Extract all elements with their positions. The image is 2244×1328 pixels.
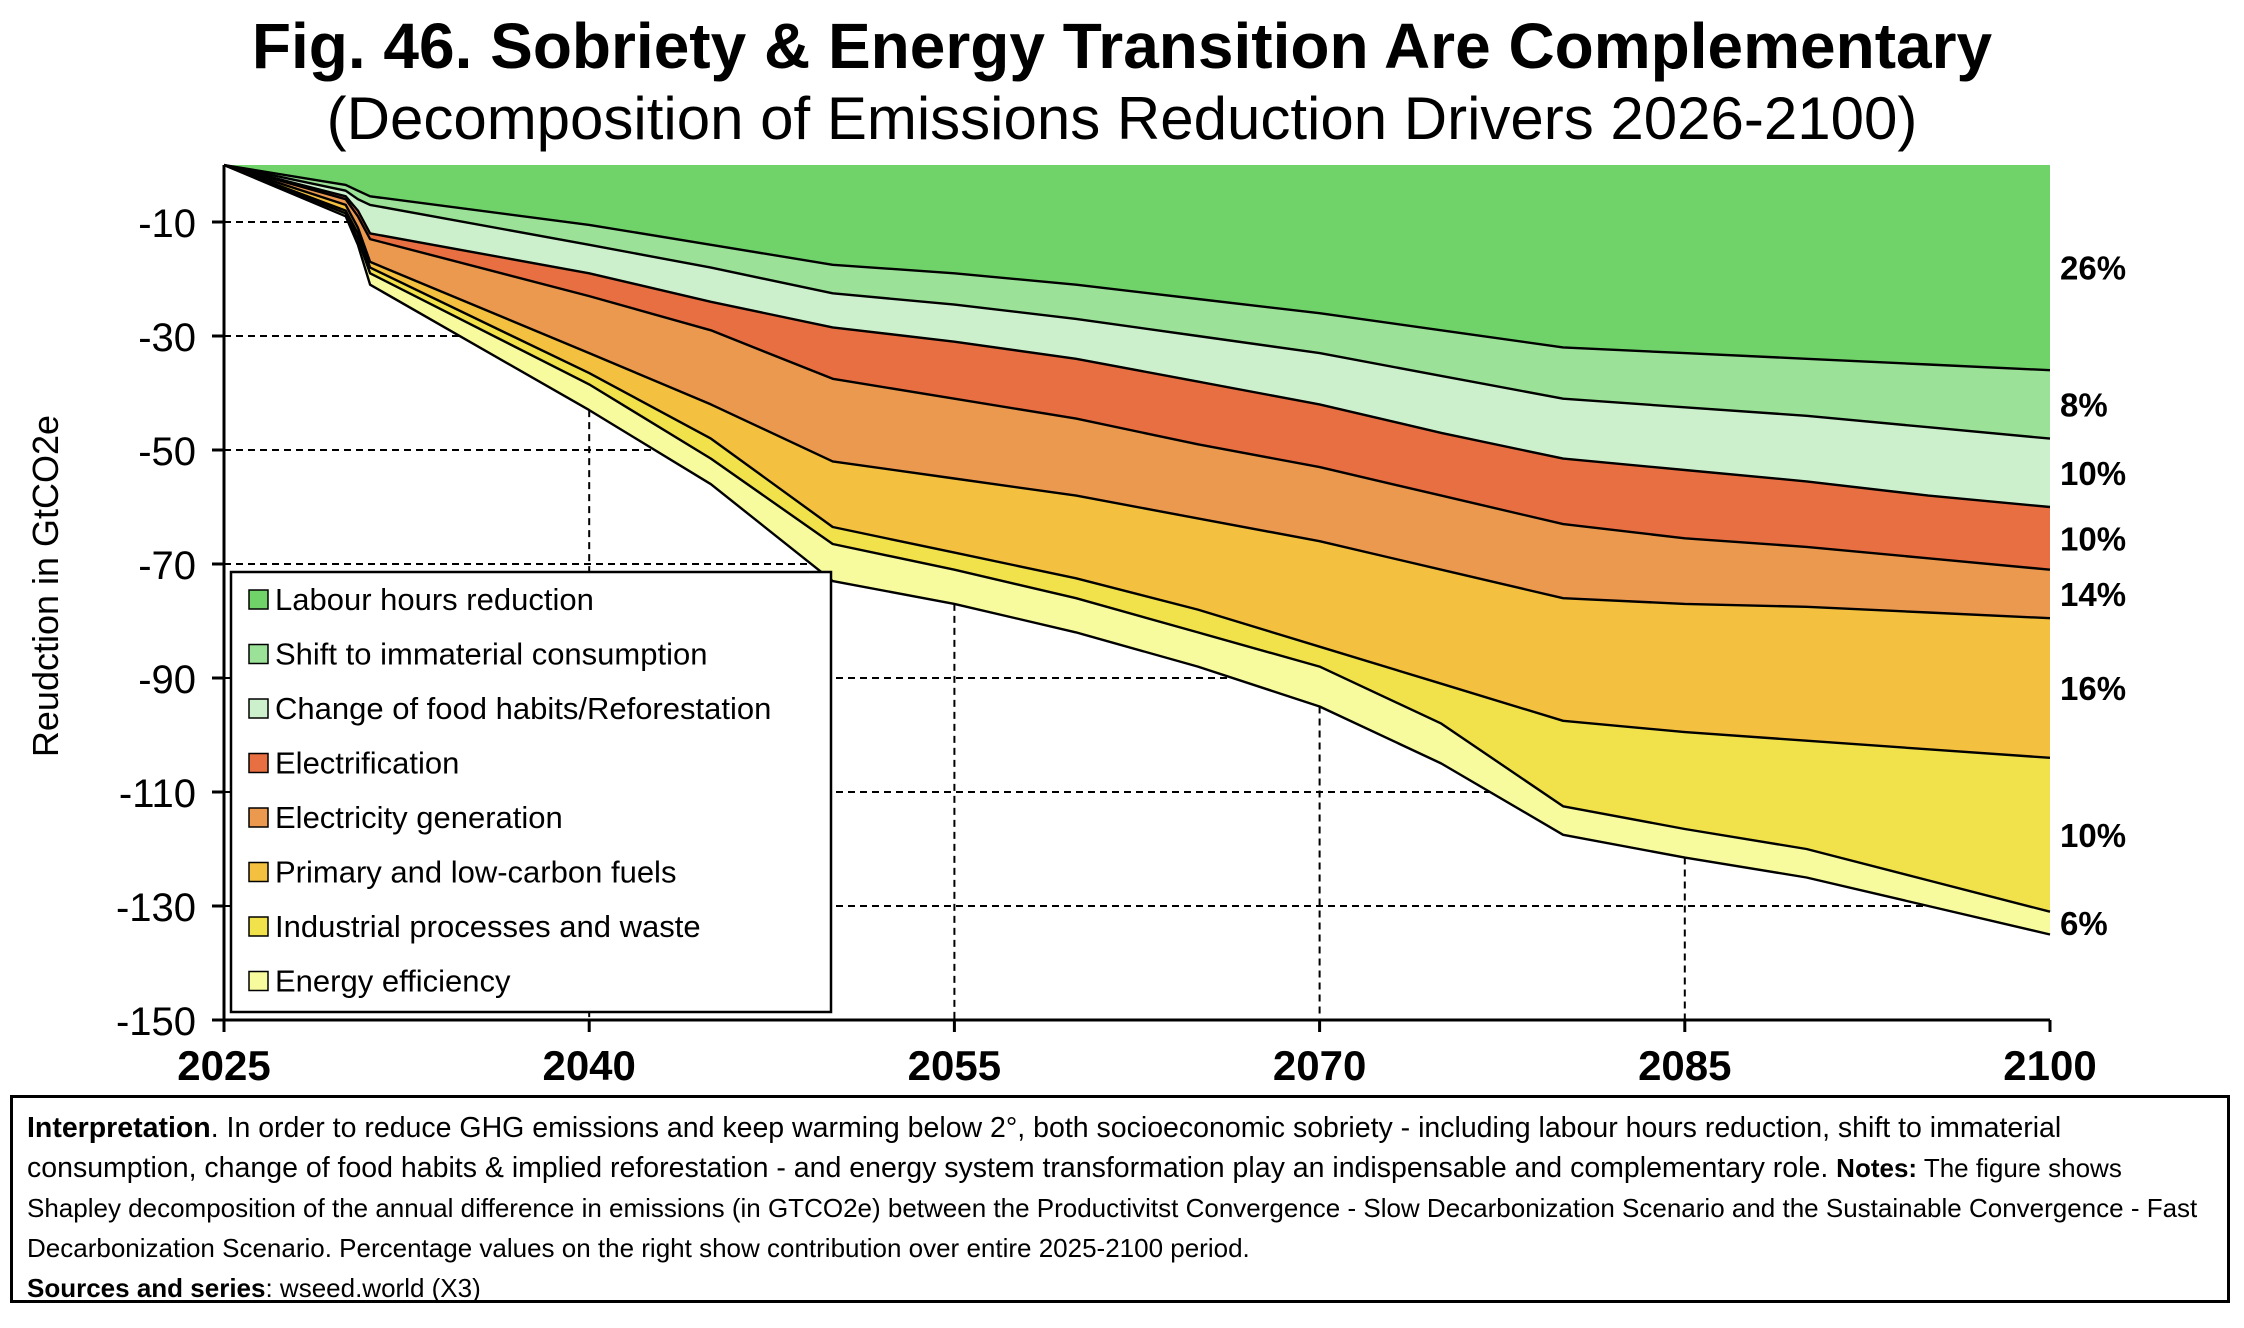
axes xyxy=(212,165,2052,1032)
boundary-line-2 xyxy=(223,163,2051,440)
sources-lead: Sources and series xyxy=(27,1273,266,1303)
boundary-line-4 xyxy=(223,163,2051,571)
area-series-2 xyxy=(224,165,2050,439)
x-tick-label-6: 2100 xyxy=(2003,1042,2096,1089)
boundary-line-8 xyxy=(223,163,2051,936)
y-tick-label-8: -150 xyxy=(116,1000,196,1044)
legend-label-4: Electrification xyxy=(275,746,459,781)
legend-label-8: Energy efficiency xyxy=(275,964,511,999)
chart-title: Fig. 46. Sobriety & Energy Transition Ar… xyxy=(251,10,1993,82)
boundary-line-5 xyxy=(223,163,2051,620)
interpretation-text: . In order to reduce GHG emissions and k… xyxy=(27,1112,2062,1184)
y-tick-label-2: -30 xyxy=(138,316,196,360)
legend-label-3: Change of food habits/Reforestation xyxy=(275,691,771,726)
y-tick-label-6: -110 xyxy=(119,772,196,816)
area-series-5 xyxy=(224,165,2050,619)
legend-label-1: Labour hours reduction xyxy=(275,582,594,617)
legend-swatch-5 xyxy=(248,807,269,828)
share-label-4: 10% xyxy=(2060,520,2126,557)
y-tick-label-4: -70 xyxy=(138,544,196,588)
legend-label-5: Electricity generation xyxy=(275,800,563,835)
share-label-6: 16% xyxy=(2060,670,2126,707)
legend-label-6: Primary and low-carbon fuels xyxy=(275,855,676,890)
share-label-2: 8% xyxy=(2060,386,2108,423)
legend-box xyxy=(229,570,833,1014)
notes-lead: Notes: xyxy=(1836,1153,1918,1183)
legend-swatch-7 xyxy=(248,916,269,937)
x-tick-labels: 2025 2040 2055 2070 2085 2100 xyxy=(177,1042,2096,1089)
y-tick-label-5: -90 xyxy=(138,658,196,702)
area-series-1 xyxy=(224,165,2050,371)
y-tick-labels: -10 -30 -50 -70 -90 -110 -130 -150 xyxy=(116,202,196,1044)
x-tick-label-2: 2040 xyxy=(542,1042,635,1089)
y-tick-label-1: -10 xyxy=(138,202,196,246)
series-boundaries xyxy=(223,163,2051,936)
y-tick-label-7: -130 xyxy=(116,886,196,930)
y-tick-label-3: -50 xyxy=(138,430,196,474)
legend-swatch-3 xyxy=(248,698,269,719)
legend-label-7: Industrial processes and waste xyxy=(275,909,701,944)
share-label-1: 26% xyxy=(2060,250,2126,287)
stacked-areas xyxy=(224,165,2050,935)
x-tick-label-3: 2055 xyxy=(908,1042,1001,1089)
legend-swatch-8 xyxy=(248,970,269,992)
share-labels: 26% 8% 10% 10% 14% 16% 10% 6% xyxy=(2060,250,2126,942)
chart: -10 -30 -50 -70 -90 -110 -130 -150 2025 2040 2055… xyxy=(25,163,2126,1089)
share-label-7: 10% xyxy=(2060,817,2126,854)
boundary-line-7 xyxy=(223,163,2051,913)
notes-text: The figure shows Shapley decomposition o… xyxy=(27,1153,2198,1263)
x-tick-label-4: 2070 xyxy=(1273,1042,1366,1089)
interpretation-box: Interpretation. In order to reduce GHG e… xyxy=(10,1095,2230,1303)
interpretation-lead: Interpretation xyxy=(27,1112,211,1144)
area-series-6 xyxy=(224,165,2050,758)
area-series-3 xyxy=(224,165,2050,507)
legend-swatch-6 xyxy=(248,861,269,883)
x-tick-label-1: 2025 xyxy=(177,1042,270,1089)
legend-swatch-1 xyxy=(248,589,269,610)
legend-swatch-4 xyxy=(248,752,269,774)
legend: Labour hours reduction Shift to immateria… xyxy=(229,570,833,1014)
share-label-5: 14% xyxy=(2060,576,2126,613)
chart-subtitle: (Decomposition of Emissions Reduction Dr… xyxy=(326,85,1918,152)
boundary-line-6 xyxy=(223,163,2051,759)
legend-swatch-2 xyxy=(248,643,269,665)
area-series-4 xyxy=(224,165,2050,570)
x-tick-label-5: 2085 xyxy=(1638,1042,1731,1089)
boundary-line-1 xyxy=(223,163,2051,372)
legend-label-2: Shift to immaterial consumption xyxy=(275,637,707,672)
sources-text: : wseed.world (X3) xyxy=(265,1273,481,1303)
y-axis-label: Reudction in GtCO2e xyxy=(25,415,66,757)
share-label-3: 10% xyxy=(2060,455,2126,492)
area-series-7 xyxy=(224,165,2050,912)
share-label-8: 6% xyxy=(2060,905,2108,942)
boundary-line-3 xyxy=(223,163,2051,509)
